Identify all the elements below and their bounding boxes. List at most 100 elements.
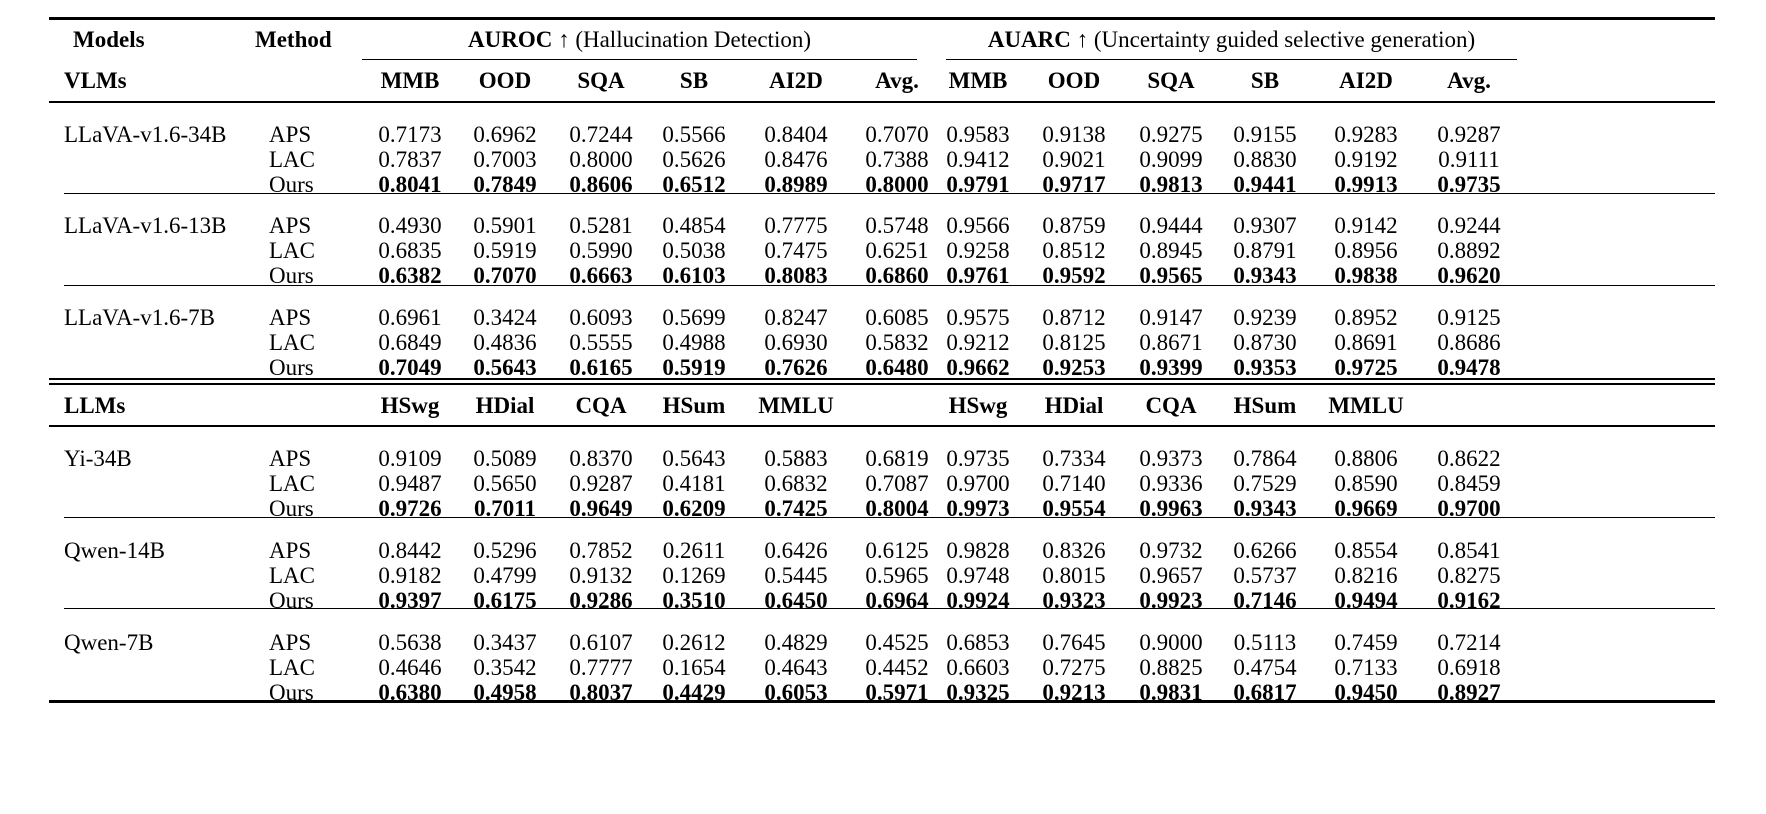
auroc-cell: 0.5748 [865, 213, 929, 238]
auroc-cell: 0.7425 [764, 496, 828, 521]
model-separator [64, 285, 1715, 286]
auroc-cell: 0.6093 [569, 305, 633, 330]
auroc-cell: 0.9109 [378, 446, 442, 471]
auarc-cell: 0.9000 [1139, 630, 1203, 655]
auroc-cell: 0.6426 [764, 538, 828, 563]
auroc-cell: 0.4525 [865, 630, 929, 655]
auarc-cell: 0.8759 [1042, 213, 1106, 238]
auroc-cell: 0.8247 [764, 305, 828, 330]
auarc-cell: 0.9620 [1437, 263, 1501, 288]
auroc-cell: 0.5281 [569, 213, 633, 238]
auarc-cell: 0.7529 [1233, 471, 1297, 496]
auarc-description: (Uncertainty guided selective generation… [1093, 27, 1476, 52]
auroc-cell: 0.4452 [865, 655, 929, 680]
auarc-cell: 0.9913 [1334, 172, 1398, 197]
auroc-cell: 0.7777 [569, 655, 633, 680]
auroc-cell: 0.5883 [764, 446, 828, 471]
auarc-cell: 0.4754 [1233, 655, 1297, 680]
auarc-cell: 0.9192 [1334, 147, 1398, 172]
auroc-cell: 0.7626 [764, 355, 828, 380]
auroc-cell: 0.7244 [569, 122, 633, 147]
auarc-cell: 0.9732 [1139, 538, 1203, 563]
auroc-cell: 0.1654 [662, 655, 726, 680]
auroc-cell: 0.9726 [378, 496, 442, 521]
auarc-cell: 0.8554 [1334, 538, 1398, 563]
auroc-cell: 0.6165 [569, 355, 633, 380]
auarc-cell: 0.9287 [1437, 122, 1501, 147]
auarc-dataset-header: AI2D [1339, 68, 1393, 93]
auroc-cell: 0.9182 [378, 563, 442, 588]
auarc-cmidrule [946, 59, 1517, 60]
auarc-cell: 0.7214 [1437, 630, 1501, 655]
auarc-cell: 0.7133 [1334, 655, 1398, 680]
auroc-cell: 0.5038 [662, 238, 726, 263]
auroc-cell: 0.8041 [378, 172, 442, 197]
auroc-cell: 0.6175 [473, 588, 537, 613]
auarc-cell: 0.5113 [1233, 630, 1297, 655]
model-name: LLaVA-v1.6-34B [64, 122, 227, 147]
auarc-cell: 0.9162 [1437, 588, 1501, 613]
auroc-cell: 0.8370 [569, 446, 633, 471]
auarc-cell: 0.9924 [946, 588, 1010, 613]
model-name: Qwen-14B [64, 538, 165, 563]
auroc-cell: 0.7849 [473, 172, 537, 197]
auroc-cell: 0.5650 [473, 471, 537, 496]
auarc-cell: 0.7864 [1233, 446, 1297, 471]
auroc-cell: 0.6480 [865, 355, 929, 380]
auarc-cell: 0.9155 [1233, 122, 1297, 147]
auroc-cell: 0.3542 [473, 655, 537, 680]
auroc-cell: 0.8000 [569, 147, 633, 172]
auroc-cell: 0.4181 [662, 471, 726, 496]
auarc-cell: 0.7334 [1042, 446, 1106, 471]
section-rule [49, 101, 1715, 103]
auarc-cell: 0.9583 [946, 122, 1010, 147]
auarc-cell: 0.9412 [946, 147, 1010, 172]
auroc-cell: 0.7070 [865, 122, 929, 147]
method-label: LAC [269, 330, 315, 355]
auarc-cell: 0.9099 [1139, 147, 1203, 172]
auroc-cell: 0.2611 [662, 538, 726, 563]
auroc-cell: 0.4930 [378, 213, 442, 238]
auroc-cell: 0.6860 [865, 263, 929, 288]
auarc-cell: 0.9923 [1139, 588, 1203, 613]
auarc-cell: 0.8275 [1437, 563, 1501, 588]
auroc-cell: 0.5296 [473, 538, 537, 563]
auarc-cell: 0.8825 [1139, 655, 1203, 680]
auarc-dataset-header: HSum [1233, 393, 1297, 418]
auarc-cell: 0.8671 [1139, 330, 1203, 355]
auroc-dataset-header: SB [679, 68, 709, 93]
auarc-cell: 0.8956 [1334, 238, 1398, 263]
auroc-cell: 0.7003 [473, 147, 537, 172]
auroc-cell: 0.7837 [378, 147, 442, 172]
auroc-cell: 0.1269 [662, 563, 726, 588]
auroc-cell: 0.4854 [662, 213, 726, 238]
auarc-cell: 0.9838 [1334, 263, 1398, 288]
auroc-cell: 0.7852 [569, 538, 633, 563]
auarc-cell: 0.9373 [1139, 446, 1203, 471]
model-name: Qwen-7B [64, 630, 154, 655]
auarc-cell: 0.8216 [1334, 563, 1398, 588]
auarc-cell: 0.9554 [1042, 496, 1106, 521]
auroc-cell: 0.4799 [473, 563, 537, 588]
auarc-cell: 0.8730 [1233, 330, 1297, 355]
auroc-cell: 0.6961 [378, 305, 442, 330]
auroc-cell: 0.4829 [764, 630, 828, 655]
auroc-cell: 0.7011 [474, 496, 536, 521]
auroc-group-header: AUROC ↑ (Hallucination Detection) [362, 26, 917, 54]
method-label: Ours [269, 496, 314, 521]
auroc-dataset-header: AI2D [769, 68, 823, 93]
method-column-header: Method [255, 27, 332, 52]
auarc-cell: 0.6603 [946, 655, 1010, 680]
auarc-cell: 0.9138 [1042, 122, 1106, 147]
auarc-cell: 0.9239 [1233, 305, 1297, 330]
section-label: LLMs [64, 393, 126, 418]
auarc-cell: 0.8791 [1233, 238, 1297, 263]
auarc-cell: 0.9791 [946, 172, 1010, 197]
bottom-rule [49, 700, 1715, 703]
method-label: LAC [269, 563, 315, 588]
auroc-cell: 0.5699 [662, 305, 726, 330]
auarc-cell: 0.9813 [1139, 172, 1203, 197]
auroc-cell: 0.6819 [865, 446, 929, 471]
auarc-cell: 0.9147 [1139, 305, 1203, 330]
section-label: VLMs [64, 68, 127, 93]
